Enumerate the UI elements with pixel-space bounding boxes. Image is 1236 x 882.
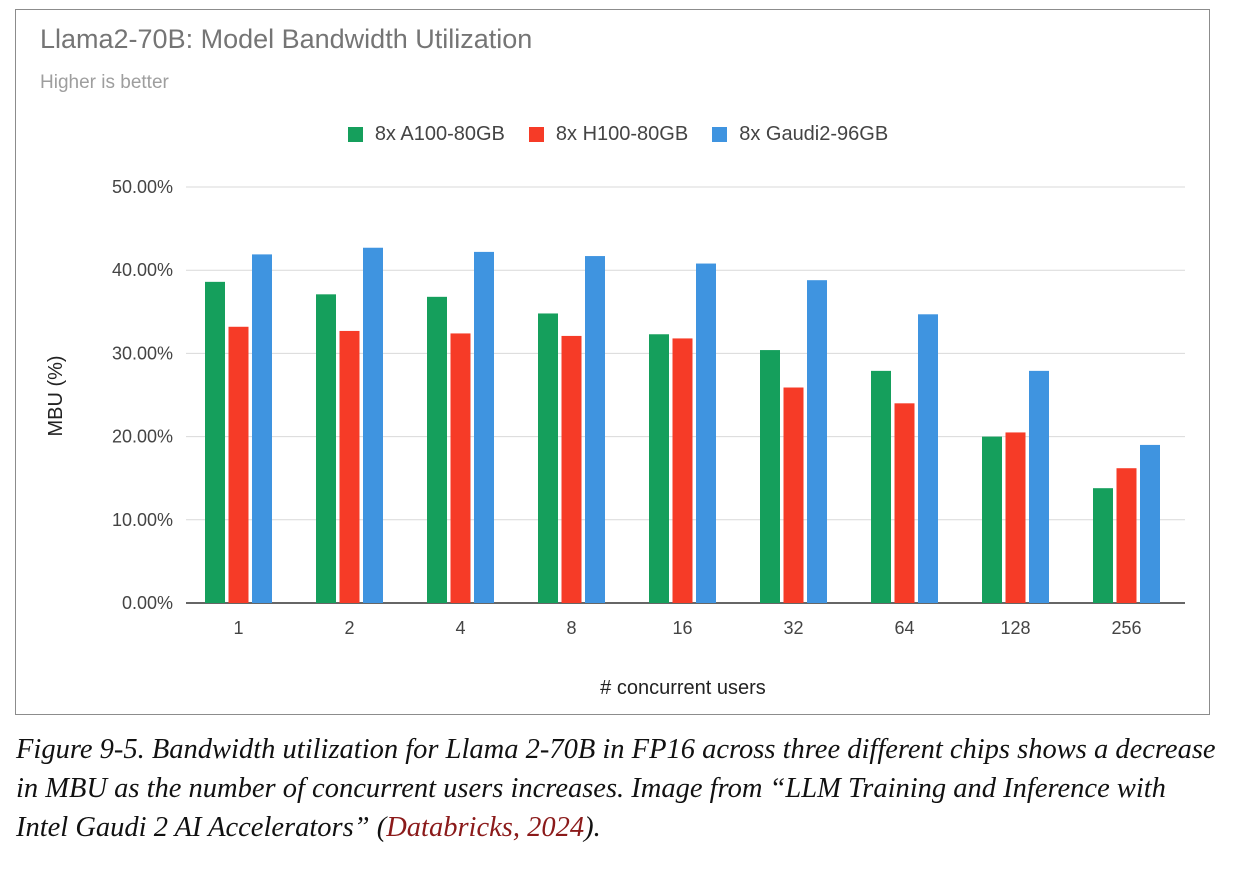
x-tick-label: 8 <box>566 618 576 638</box>
bar-8x-a100-80gb-64 <box>871 370 891 603</box>
bar-8x-gaudi2-96gb-1 <box>252 254 272 603</box>
y-tick-label: 10.00% <box>112 510 173 530</box>
bar-8x-a100-80gb-2 <box>316 294 336 603</box>
y-tick-label: 40.00% <box>112 260 173 280</box>
x-tick-label: 128 <box>1000 618 1030 638</box>
caption-link[interactable]: Databricks, 2024 <box>386 812 585 843</box>
figure-caption: Figure 9-5. Bandwidth utilization for Ll… <box>16 730 1221 847</box>
x-tick-label: 64 <box>894 618 914 638</box>
legend-item-gaudi2: 8x Gaudi2-96GB <box>712 123 888 146</box>
legend-label-gaudi2: 8x Gaudi2-96GB <box>739 123 889 145</box>
legend-item-h100: 8x H100-80GB <box>528 123 689 146</box>
bar-8x-h100-80gb-16 <box>672 338 693 603</box>
chart-title: Llama2-70B: Model Bandwidth Utilization <box>40 24 533 54</box>
legend-swatch-h100 <box>528 127 544 142</box>
y-axis-title: MBU (%) <box>45 355 67 436</box>
x-tick-label: 2 <box>344 618 354 638</box>
bar-8x-gaudi2-96gb-4 <box>474 251 494 603</box>
bar-8x-gaudi2-96gb-2 <box>363 247 383 603</box>
legend-swatch-a100 <box>347 127 363 142</box>
x-tick-label: 1 <box>233 618 243 638</box>
bar-8x-gaudi2-96gb-16 <box>696 263 716 603</box>
y-tick-label: 0.00% <box>122 593 173 613</box>
caption-figure-label: Figure 9-5. <box>16 734 145 765</box>
x-axis-title: # concurrent users <box>600 677 766 699</box>
chart-legend: 8x A100-80GB 8x H100-80GB 8x Gaudi2-96GB <box>0 123 1236 146</box>
bar-8x-gaudi2-96gb-128 <box>1029 370 1049 603</box>
bar-8x-a100-80gb-16 <box>649 334 669 603</box>
bar-8x-gaudi2-96gb-256 <box>1140 444 1160 603</box>
bar-8x-a100-80gb-8 <box>538 313 558 603</box>
legend-swatch-gaudi2 <box>712 127 728 142</box>
bar-8x-h100-80gb-1 <box>228 326 249 603</box>
bar-8x-gaudi2-96gb-32 <box>807 280 827 603</box>
y-tick-label: 20.00% <box>112 427 173 447</box>
legend-item-a100: 8x A100-80GB <box>347 123 505 146</box>
x-tick-label: 4 <box>455 618 465 638</box>
caption-end: ). <box>584 812 601 843</box>
bar-8x-a100-80gb-256 <box>1093 488 1113 603</box>
bar-8x-h100-80gb-64 <box>894 403 915 603</box>
x-axis-ticks: 1 2 4 8 16 32 64 128 256 <box>233 618 1141 638</box>
legend-label-a100: 8x A100-80GB <box>374 123 505 145</box>
y-tick-label: 30.00% <box>112 343 173 363</box>
bar-8x-h100-80gb-4 <box>450 333 471 603</box>
bar-8x-a100-80gb-4 <box>427 296 447 603</box>
bar-8x-h100-80gb-128 <box>1005 432 1026 603</box>
x-tick-label: 32 <box>783 618 803 638</box>
x-tick-label: 16 <box>672 618 692 638</box>
bar-8x-h100-80gb-8 <box>561 335 582 603</box>
bar-8x-h100-80gb-2 <box>339 330 360 603</box>
bar-8x-a100-80gb-32 <box>760 350 780 603</box>
bars <box>205 247 1160 603</box>
bar-chart-plot: 0.00% 10.00% 20.00% 30.00% 40.00% 50.00% 1 2 4 8… <box>45 177 1185 699</box>
chart-subtitle: Higher is better <box>40 72 169 93</box>
bar-8x-gaudi2-96gb-64 <box>918 314 938 603</box>
bar-8x-gaudi2-96gb-8 <box>585 256 605 603</box>
bar-8x-a100-80gb-128 <box>982 436 1002 603</box>
legend-label-h100: 8x H100-80GB <box>555 123 689 145</box>
caption-text: Bandwidth utilization for Llama 2-70B in… <box>16 734 1216 843</box>
bar-8x-h100-80gb-32 <box>783 387 804 603</box>
y-tick-label: 50.00% <box>112 177 173 197</box>
bar-8x-a100-80gb-1 <box>205 281 225 603</box>
y-axis-ticks: 0.00% 10.00% 20.00% 30.00% 40.00% 50.00% <box>112 177 173 613</box>
bar-8x-h100-80gb-256 <box>1116 468 1137 603</box>
x-tick-label: 256 <box>1111 618 1141 638</box>
